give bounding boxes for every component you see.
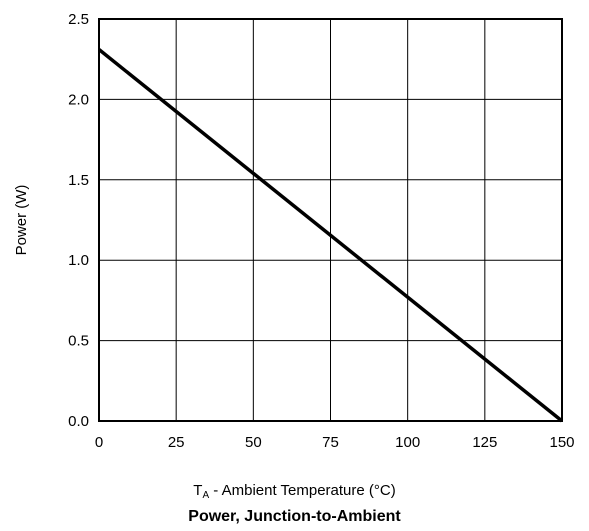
y-tick-label: 1.5 xyxy=(68,172,89,189)
x-tick-label: 125 xyxy=(472,434,497,451)
x-tick-label: 0 xyxy=(95,434,103,451)
x-axis-label: TA - Ambient Temperature (°C) xyxy=(0,482,589,501)
x-tick-label: 25 xyxy=(168,434,185,451)
x-axis-label-subscript: A xyxy=(202,490,210,501)
y-tick-label: 0.0 xyxy=(68,413,89,430)
y-tick-label: 2.0 xyxy=(68,91,89,108)
x-tick-label: 150 xyxy=(549,434,574,451)
y-tick-label: 0.5 xyxy=(68,333,89,350)
y-axis-label: Power (W) xyxy=(13,185,30,256)
x-axis-label-rest: - Ambient Temperature (°C) xyxy=(209,482,396,499)
y-tick-label: 2.5 xyxy=(68,11,89,28)
chart-title: Power, Junction-to-Ambient xyxy=(188,508,401,525)
x-tick-label: 75 xyxy=(322,434,339,451)
plot-frame xyxy=(98,18,563,422)
x-tick-label: 100 xyxy=(395,434,420,451)
y-tick-label: 1.0 xyxy=(68,252,89,269)
x-tick-label: 50 xyxy=(245,434,262,451)
x-axis-label-main: T xyxy=(193,482,203,499)
series-line xyxy=(97,48,564,423)
